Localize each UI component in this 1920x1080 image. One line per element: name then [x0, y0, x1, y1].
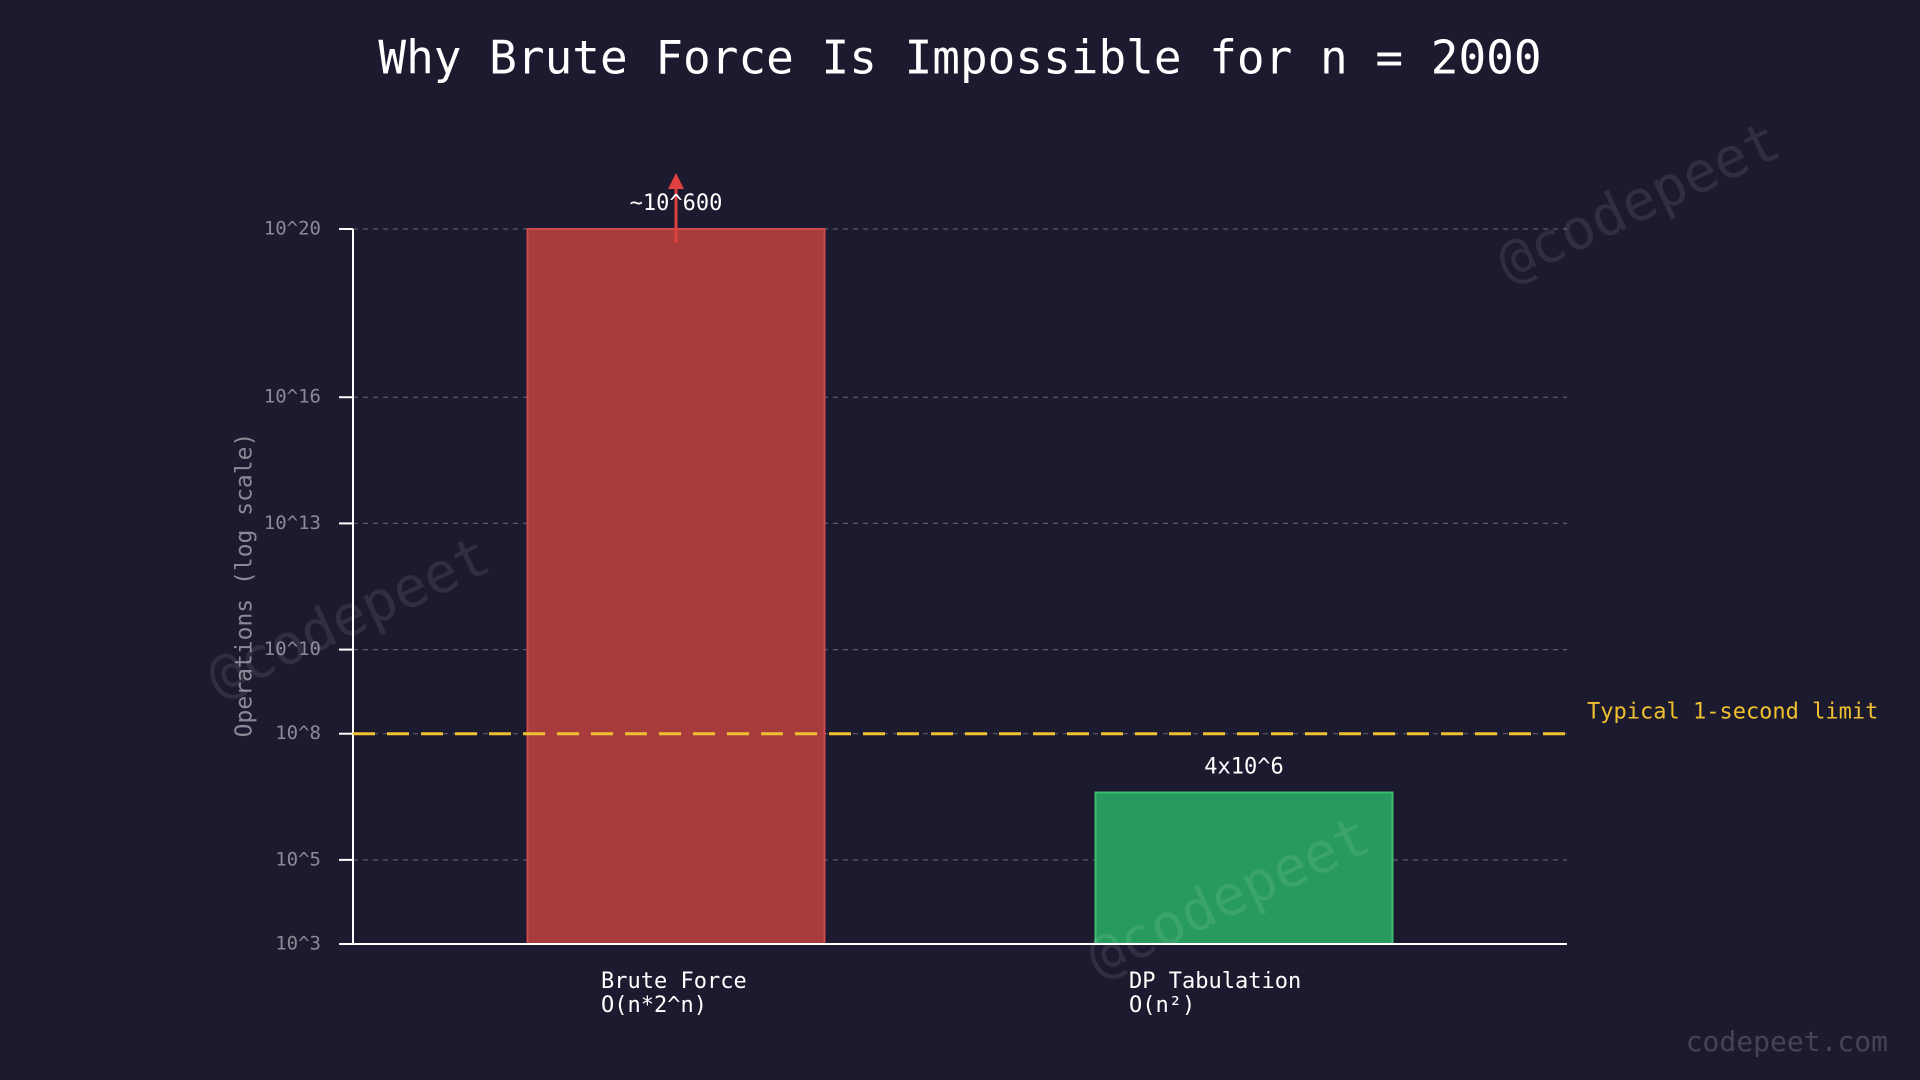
value-label: 4x10^6	[1204, 755, 1283, 780]
value-label: ~10^600	[630, 191, 723, 216]
x-tick-label: Brute Force	[601, 969, 747, 994]
bar	[526, 228, 826, 945]
y-tick-label: 10^20	[264, 218, 321, 240]
y-tick-label: 10^8	[275, 722, 321, 744]
x-tick-label: DP Tabulation	[1129, 969, 1301, 994]
watermark-footer: codepeet.com	[1686, 1025, 1888, 1058]
x-tick-sublabel: O(n²)	[1129, 993, 1195, 1018]
y-tick-label: 10^16	[264, 386, 321, 408]
y-tick-label: 10^10	[264, 638, 321, 660]
reference-label: Typical 1-second limit	[1587, 700, 1878, 725]
y-tick-label: 10^3	[275, 933, 321, 955]
x-tick-sublabel: O(n*2^n)	[601, 993, 707, 1018]
y-axis-label: Operations (log scale)	[232, 433, 258, 738]
y-tick-label: 10^5	[275, 848, 321, 870]
overflow-arrowhead	[668, 173, 684, 189]
y-tick-label: 10^13	[264, 512, 321, 534]
chart-title: Why Brute Force Is Impossible for n = 20…	[378, 31, 1541, 85]
